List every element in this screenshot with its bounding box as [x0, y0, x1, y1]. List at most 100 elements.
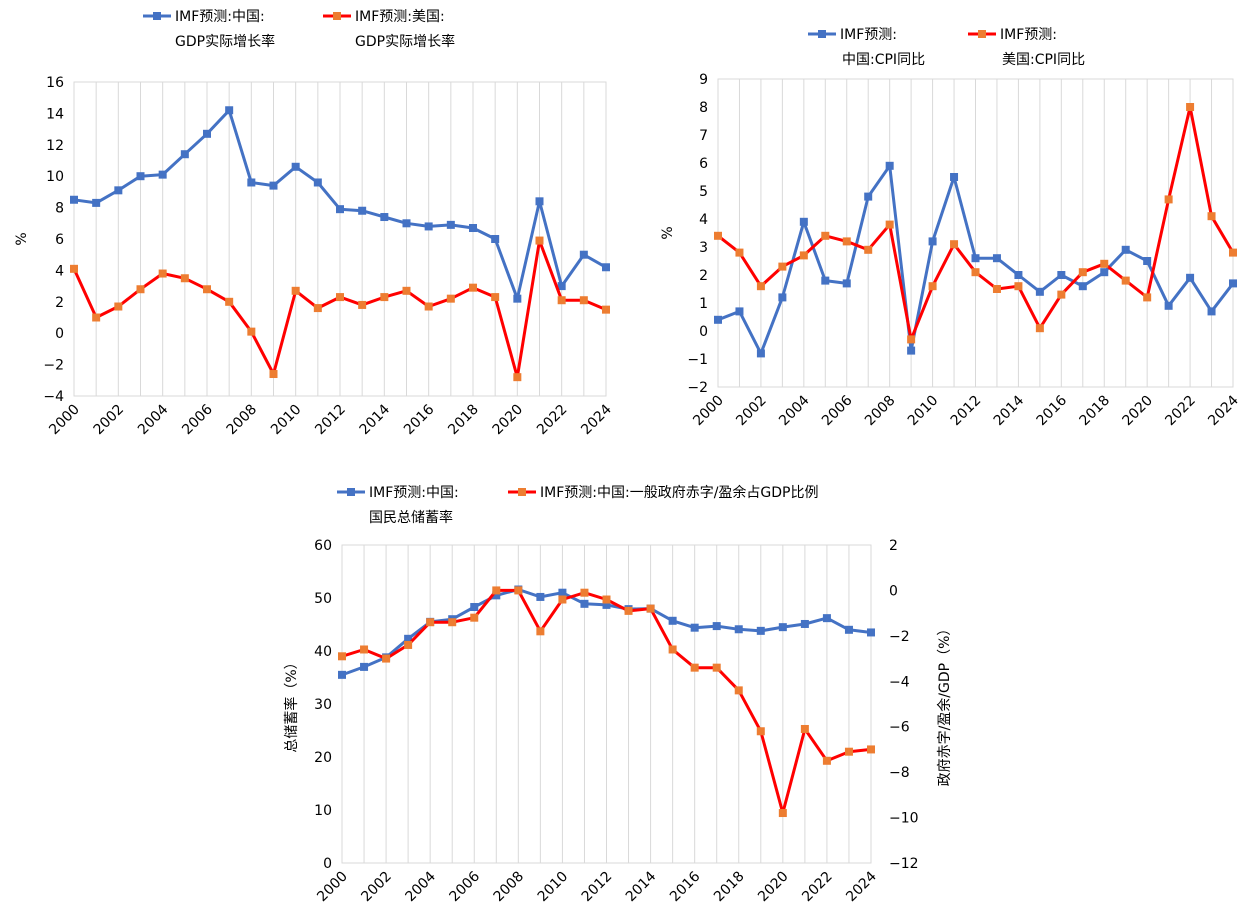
legend-marker [818, 30, 826, 38]
x-tick-label: 2014 [623, 868, 660, 905]
data-point [424, 222, 433, 231]
data-point [92, 313, 101, 322]
data-point [358, 206, 367, 215]
data-point [70, 195, 78, 204]
y-tick-label: 40 [314, 644, 332, 660]
data-point [470, 603, 479, 612]
data-point [668, 645, 677, 654]
y-tick-label: 4 [699, 212, 708, 228]
plot-frame [73, 81, 607, 397]
data-point [1143, 293, 1152, 302]
y-tick-label: −2 [43, 358, 64, 374]
x-tick-label: 2004 [135, 401, 172, 438]
y-tick-label: −1 [687, 352, 708, 368]
data-point [950, 173, 959, 181]
data-point [822, 756, 831, 765]
x-tick-label: 2018 [711, 869, 748, 906]
y-right-tick-label: −10 [889, 811, 919, 827]
legend-label-line2: GDP实际增长率 [175, 33, 275, 50]
data-point [247, 327, 256, 336]
y-axis-label: % [660, 226, 676, 239]
data-point [336, 205, 344, 214]
y-axis-label: % [14, 232, 30, 245]
data-point [1035, 324, 1044, 333]
data-point [291, 162, 300, 171]
legend-label: IMF预测:中国:一般政府赤字/盈余占GDP比例 [540, 484, 818, 501]
data-point [92, 198, 101, 207]
data-point [338, 670, 346, 679]
x-tick-label: 2006 [179, 401, 216, 438]
data-point [469, 224, 477, 233]
data-point [402, 219, 411, 228]
x-tick-label: 2002 [91, 402, 128, 439]
data-point [646, 604, 655, 613]
data-point [579, 296, 588, 305]
y-tick-label: 30 [314, 697, 332, 713]
data-point [358, 300, 367, 309]
data-point [492, 586, 501, 595]
data-point [1121, 245, 1130, 254]
x-tick-label: 2016 [1034, 392, 1071, 429]
data-point [580, 599, 589, 608]
data-point [821, 276, 830, 285]
plot-frame [341, 544, 872, 864]
x-tick-label: 2000 [46, 402, 83, 439]
data-point [734, 625, 743, 634]
data-point [579, 250, 588, 259]
data-point [756, 349, 765, 358]
y-tick-label: 10 [314, 803, 332, 819]
data-point [842, 237, 851, 246]
data-point [885, 220, 894, 229]
x-tick-label: 2002 [733, 393, 770, 430]
data-point [971, 268, 980, 277]
data-point [491, 293, 500, 302]
data-point [714, 231, 722, 240]
x-tick-label: 2016 [667, 868, 704, 905]
data-point [380, 213, 389, 222]
data-point [867, 745, 875, 754]
data-point [864, 245, 873, 254]
data-point [799, 251, 808, 260]
x-tick-label: 2016 [401, 401, 438, 438]
data-point [269, 181, 278, 190]
legend-label-line2: GDP实际增长率 [355, 33, 455, 50]
data-point [180, 150, 189, 159]
data-point [1100, 259, 1109, 268]
data-point [800, 619, 809, 628]
data-point [1078, 268, 1087, 277]
y-tick-label: 16 [46, 75, 64, 91]
data-point [624, 606, 633, 615]
data-point [203, 129, 211, 138]
data-point [557, 282, 566, 291]
data-point [469, 283, 477, 292]
x-tick-label: 2024 [578, 401, 615, 438]
legend-marker [518, 488, 526, 496]
data-point [778, 262, 787, 271]
x-tick-label: 2000 [314, 869, 351, 906]
data-point [822, 614, 831, 623]
data-point [907, 335, 916, 344]
y-tick-label: 8 [55, 201, 64, 217]
x-tick-label: 2004 [402, 868, 439, 905]
data-point [536, 627, 545, 636]
data-point [885, 161, 894, 170]
data-point [844, 747, 853, 756]
x-tick-label: 2014 [991, 392, 1028, 429]
data-point [928, 282, 937, 291]
y-tick-label: 20 [314, 750, 332, 766]
y-tick-label: 0 [55, 326, 64, 342]
data-point [514, 586, 523, 595]
data-point [536, 592, 545, 601]
data-point [602, 305, 610, 314]
data-point [842, 279, 851, 288]
data-point [558, 595, 567, 604]
data-point [360, 645, 369, 654]
y-tick-label: 8 [699, 100, 708, 116]
data-point [1229, 248, 1237, 257]
y-tick-label: 0 [699, 324, 708, 340]
data-point [690, 623, 699, 632]
data-point [928, 237, 937, 246]
data-point [513, 373, 522, 382]
